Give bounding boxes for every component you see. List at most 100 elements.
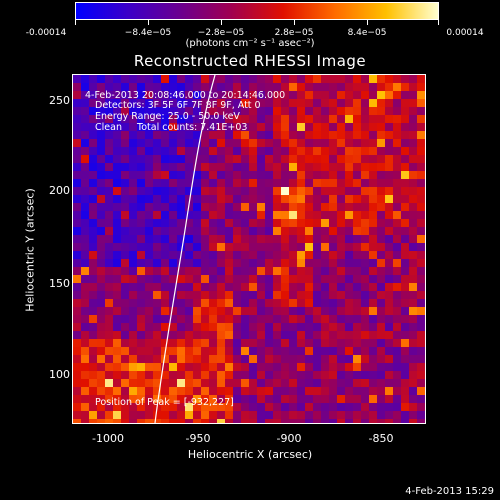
heatmap-cell bbox=[241, 339, 249, 347]
heatmap-cell bbox=[129, 187, 137, 195]
heatmap-cell bbox=[225, 203, 233, 211]
heatmap-cell bbox=[273, 347, 281, 355]
heatmap-cell bbox=[369, 275, 377, 283]
heatmap-cell bbox=[121, 355, 129, 363]
heatmap-cell bbox=[177, 139, 185, 147]
heatmap-cell bbox=[177, 155, 185, 163]
heatmap-cell bbox=[177, 91, 185, 99]
heatmap-cell bbox=[121, 307, 129, 315]
heatmap-cell bbox=[209, 331, 217, 339]
heatmap-cell bbox=[369, 211, 377, 219]
heatmap-cell bbox=[209, 147, 217, 155]
heatmap-cell bbox=[337, 91, 345, 99]
heatmap-cell bbox=[105, 163, 113, 171]
heatmap-cell bbox=[129, 195, 137, 203]
heatmap-cell bbox=[417, 203, 425, 211]
heatmap-cell bbox=[289, 107, 297, 115]
heatmap-cell bbox=[193, 171, 201, 179]
heatmap-cell bbox=[97, 379, 105, 387]
solar-limb-line bbox=[154, 75, 216, 423]
heatmap-cell bbox=[161, 139, 169, 147]
heatmap-cell bbox=[329, 411, 337, 419]
heatmap-cell bbox=[289, 235, 297, 243]
heatmap-cell bbox=[345, 355, 353, 363]
heatmap-cell bbox=[401, 107, 409, 115]
heatmap-cell bbox=[153, 331, 161, 339]
y-tick-label: 250 bbox=[49, 94, 70, 107]
heatmap-cell bbox=[129, 139, 137, 147]
heatmap-cell bbox=[233, 155, 241, 163]
heatmap-cell bbox=[353, 363, 361, 371]
heatmap-cell bbox=[273, 259, 281, 267]
heatmap-cell bbox=[137, 155, 145, 163]
heatmap-cell bbox=[113, 171, 121, 179]
heatmap-cell bbox=[137, 147, 145, 155]
heatmap-cell bbox=[353, 347, 361, 355]
heatmap-cell bbox=[177, 419, 185, 423]
heatmap-cell bbox=[417, 355, 425, 363]
heatmap-cell bbox=[217, 131, 225, 139]
heatmap-cell bbox=[377, 299, 385, 307]
heatmap-cell bbox=[153, 139, 161, 147]
heatmap-cell bbox=[401, 275, 409, 283]
heatmap-cell bbox=[361, 203, 369, 211]
heatmap-cell bbox=[393, 171, 401, 179]
heatmap-cell bbox=[113, 195, 121, 203]
heatmap-cell bbox=[409, 355, 417, 363]
heatmap-cell bbox=[249, 235, 257, 243]
heatmap-cell bbox=[265, 163, 273, 171]
heatmap-cell bbox=[137, 219, 145, 227]
heatmap-cell bbox=[137, 107, 145, 115]
heatmap-cell bbox=[401, 203, 409, 211]
heatmap-cell bbox=[377, 395, 385, 403]
heatmap-cell bbox=[353, 387, 361, 395]
heatmap-cell bbox=[337, 291, 345, 299]
heatmap-cell bbox=[329, 387, 337, 395]
heatmap-cell bbox=[361, 251, 369, 259]
heatmap-cell bbox=[257, 331, 265, 339]
heatmap-cell bbox=[417, 275, 425, 283]
heatmap-cell bbox=[177, 275, 185, 283]
heatmap-cell bbox=[201, 203, 209, 211]
heatmap-cell bbox=[313, 227, 321, 235]
heatmap-cell bbox=[281, 123, 289, 131]
heatmap-cell bbox=[201, 403, 209, 411]
heatmap-cell bbox=[193, 363, 201, 371]
heatmap-cell bbox=[377, 411, 385, 419]
heatmap-cell bbox=[145, 355, 153, 363]
heatmap-cell bbox=[369, 83, 377, 91]
heatmap-cell bbox=[361, 115, 369, 123]
heatmap-cell bbox=[361, 195, 369, 203]
heatmap-cell bbox=[177, 123, 185, 131]
heatmap-cell bbox=[209, 387, 217, 395]
heatmap-cell bbox=[417, 179, 425, 187]
heatmap-cell bbox=[377, 387, 385, 395]
heatmap-cell bbox=[81, 235, 89, 243]
colorbar-tick-label: −2.8e−05 bbox=[197, 28, 245, 38]
heatmap-cell bbox=[377, 371, 385, 379]
heatmap-cell bbox=[305, 395, 313, 403]
heatmap-cell bbox=[361, 83, 369, 91]
heatmap-cell bbox=[297, 315, 305, 323]
heatmap-cell bbox=[385, 347, 393, 355]
heatmap-cell bbox=[321, 203, 329, 211]
heatmap-cell bbox=[377, 107, 385, 115]
heatmap-cell bbox=[377, 379, 385, 387]
heatmap-cell bbox=[193, 323, 201, 331]
heatmap-cell bbox=[113, 299, 121, 307]
heatmap-cell bbox=[193, 195, 201, 203]
heatmap-cell bbox=[281, 227, 289, 235]
heatmap-cell bbox=[257, 395, 265, 403]
heatmap-cell bbox=[209, 355, 217, 363]
heatmap-cell bbox=[217, 307, 225, 315]
heatmap-cell bbox=[393, 147, 401, 155]
heatmap-cell bbox=[273, 235, 281, 243]
heatmap-cell bbox=[305, 267, 313, 275]
heatmap-cell bbox=[305, 419, 313, 423]
heatmap-cell bbox=[337, 187, 345, 195]
heatmap-cell bbox=[273, 139, 281, 147]
heatmap-cell bbox=[265, 379, 273, 387]
heatmap-cell bbox=[313, 395, 321, 403]
heatmap-cell bbox=[281, 163, 289, 171]
heatmap-cell bbox=[353, 83, 361, 91]
